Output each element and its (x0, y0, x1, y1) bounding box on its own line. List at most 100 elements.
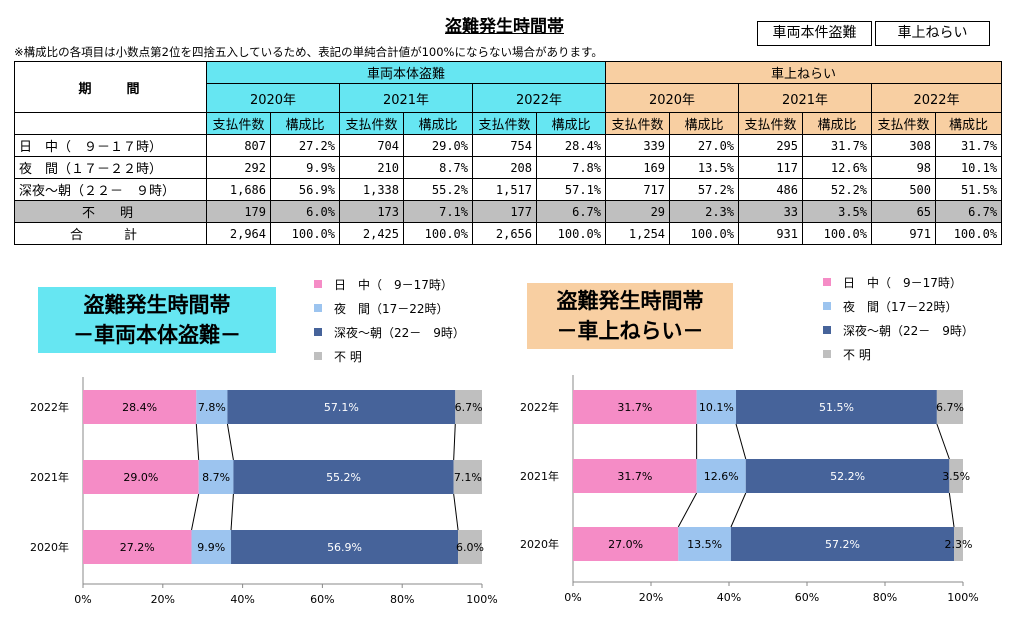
chart1-bar-segment (83, 390, 197, 424)
chart2-bar-segment (696, 390, 737, 424)
legend-item: 不 明 (823, 342, 974, 366)
chart2-connector-line (730, 492, 747, 528)
chart2-title: 盗難発生時間帯 －車上ねらい－ (527, 283, 733, 349)
table-cell: 208 (472, 156, 537, 179)
chart1-x-tick-label: 60% (310, 593, 334, 606)
chart2-bar-segment (678, 527, 731, 561)
chart1-data-label: 6.0% (456, 541, 484, 554)
legend-label: 深夜～朝（22－ 9時） (843, 323, 974, 338)
chart1-bar-segment (458, 530, 482, 564)
chart1-connector-line (453, 493, 459, 531)
car-break-in-button[interactable]: 車上ねらい (875, 21, 990, 46)
table-cell: 169 (605, 156, 671, 179)
chart2-x-tick-label: 20% (639, 591, 663, 604)
chart2-data-label: 10.1% (699, 401, 734, 414)
table-cell: 31.7% (802, 134, 873, 157)
chart2-bar-segment (745, 459, 950, 493)
chart2-x-tick-label: 0% (564, 591, 581, 604)
chart1-x-tick-label: 20% (151, 593, 175, 606)
chart1-data-label: 57.1% (324, 401, 359, 414)
table-cell: 56.9% (270, 178, 340, 201)
chart2-bar-segment (949, 459, 963, 493)
chart2-title-line2: －車上ねらい－ (556, 319, 704, 343)
legend-label: 深夜～朝（22－ 9時） (334, 325, 465, 340)
row-label: 合 計 (14, 222, 207, 245)
table-cell: 2,656 (472, 222, 537, 245)
table-cell: 12.6% (802, 156, 873, 179)
chart2-data-label: 13.5% (687, 538, 722, 551)
table-cell: 100.0% (802, 222, 873, 245)
chart2-data-label: 52.2% (830, 470, 865, 483)
chart2-bar-segment (573, 459, 697, 493)
column-subheader: 構成比 (802, 112, 873, 135)
table-row: 深夜～朝（２２－ ９時） 1,686 56.9% 1,338 55.2% 1,517 57.… (14, 178, 1003, 201)
table-group-header-row: 期 間車両本体盗難 車上ねらい (14, 61, 1003, 113)
legend-label: 不 明 (334, 349, 362, 364)
chart1-connector-line (191, 493, 200, 531)
chart2-data-label: 57.2% (825, 538, 860, 551)
chart2-bar-segment (736, 390, 937, 424)
column-subheader: 支払件数 (339, 112, 404, 135)
legend-item: 夜 間（17－22時） (314, 296, 465, 320)
chart1-connector-line (226, 423, 234, 461)
legend-swatch-evening (823, 302, 831, 310)
chart2-x-tick-label: 80% (873, 591, 897, 604)
chart2-bar-segment (696, 459, 746, 493)
table-row: 不 明 179 6.0% 173 7.1% 177 6.7% 29 2.3% 33 3.5% 65 6.… (14, 200, 1003, 223)
chart2-data-label: 12.6% (704, 470, 739, 483)
chart2-legend: 日 中（ 9－17時） 夜 間（17－22時） 深夜～朝（22－ 9時） 不 明 (823, 270, 974, 366)
row-label: 夜 間（１７－２２時） (14, 156, 207, 179)
chart2-data-label: 3.5% (942, 470, 970, 483)
column-subheader: 構成比 (403, 112, 473, 135)
legend-label: 日 中（ 9－17時） (843, 275, 962, 290)
table-cell: 6.7% (535, 200, 607, 223)
chart1-data-label: 55.2% (326, 471, 361, 484)
group-header: 車上ねらい (605, 61, 1003, 84)
legend-swatch-unknown (823, 350, 831, 358)
column-subheader: 支払件数 (472, 112, 537, 135)
table-year-header-row: 2020年 2021年 2022年 2020年 2021年 2022年 (15, 83, 1003, 113)
chart1-x-tick-label: 80% (390, 593, 414, 606)
year-header: 2022年 (871, 83, 1003, 113)
chart2-data-label: 31.7% (617, 470, 652, 483)
table-cell: 295 (738, 134, 804, 157)
chart1-bar-segment (83, 460, 199, 494)
table-cell: 2,964 (206, 222, 271, 245)
chart1-bar-segment (455, 390, 482, 424)
chart2-connector-line (948, 492, 955, 528)
column-subheader: 構成比 (535, 112, 607, 135)
table-cell: 177 (472, 200, 537, 223)
row-label: 不 明 (14, 200, 207, 223)
table-cell: 31.7% (935, 134, 1003, 157)
chart1-data-label: 7.1% (454, 471, 482, 484)
chart2-bar-segment (573, 527, 679, 561)
table-cell: 2,425 (339, 222, 404, 245)
chart1-data-label: 7.8% (198, 401, 226, 414)
chart1-title: 盗難発生時間帯 －車両本体盗難－ (38, 287, 276, 353)
chart1-data-label: 6.7% (455, 401, 483, 414)
chart1-title-line1: 盗難発生時間帯 (83, 293, 231, 317)
legend-label: 不 明 (843, 347, 871, 362)
column-subheader: 支払件数 (871, 112, 937, 135)
year-header: 2022年 (471, 83, 607, 113)
table-cell: 65 (871, 200, 937, 223)
chart1-connector-line (195, 423, 200, 461)
legend-swatch-evening (314, 304, 322, 312)
chart2-bar-segment (954, 527, 963, 561)
page-title: 盗難発生時間帯 (445, 17, 564, 37)
chart2-category-label: 2022年 (520, 400, 559, 414)
legend-label: 日 中（ 9－17時） (334, 277, 453, 292)
note-text: ※構成比の各項目は小数点第2位を四捨五入しているため、表記の単純合計値が100%… (14, 45, 603, 59)
chart2-x-tick-label: 100% (947, 591, 978, 604)
period-header: 期 間 (14, 61, 207, 113)
chart1-connector-line (453, 423, 456, 461)
table-cell: 33 (738, 200, 804, 223)
vehicle-theft-button[interactable]: 車両本件盗難 (757, 21, 872, 46)
chart1-bar-segment (453, 460, 482, 494)
legend-item: 不 明 (314, 344, 465, 368)
chart1-x-tick-label: 0% (74, 593, 91, 606)
group-header: 車両本体盗難 (205, 61, 607, 84)
chart1-bar-segment (231, 530, 459, 564)
chart2-connector-line (936, 423, 950, 460)
chart1-title-line2: －車両本体盗難－ (73, 323, 241, 347)
